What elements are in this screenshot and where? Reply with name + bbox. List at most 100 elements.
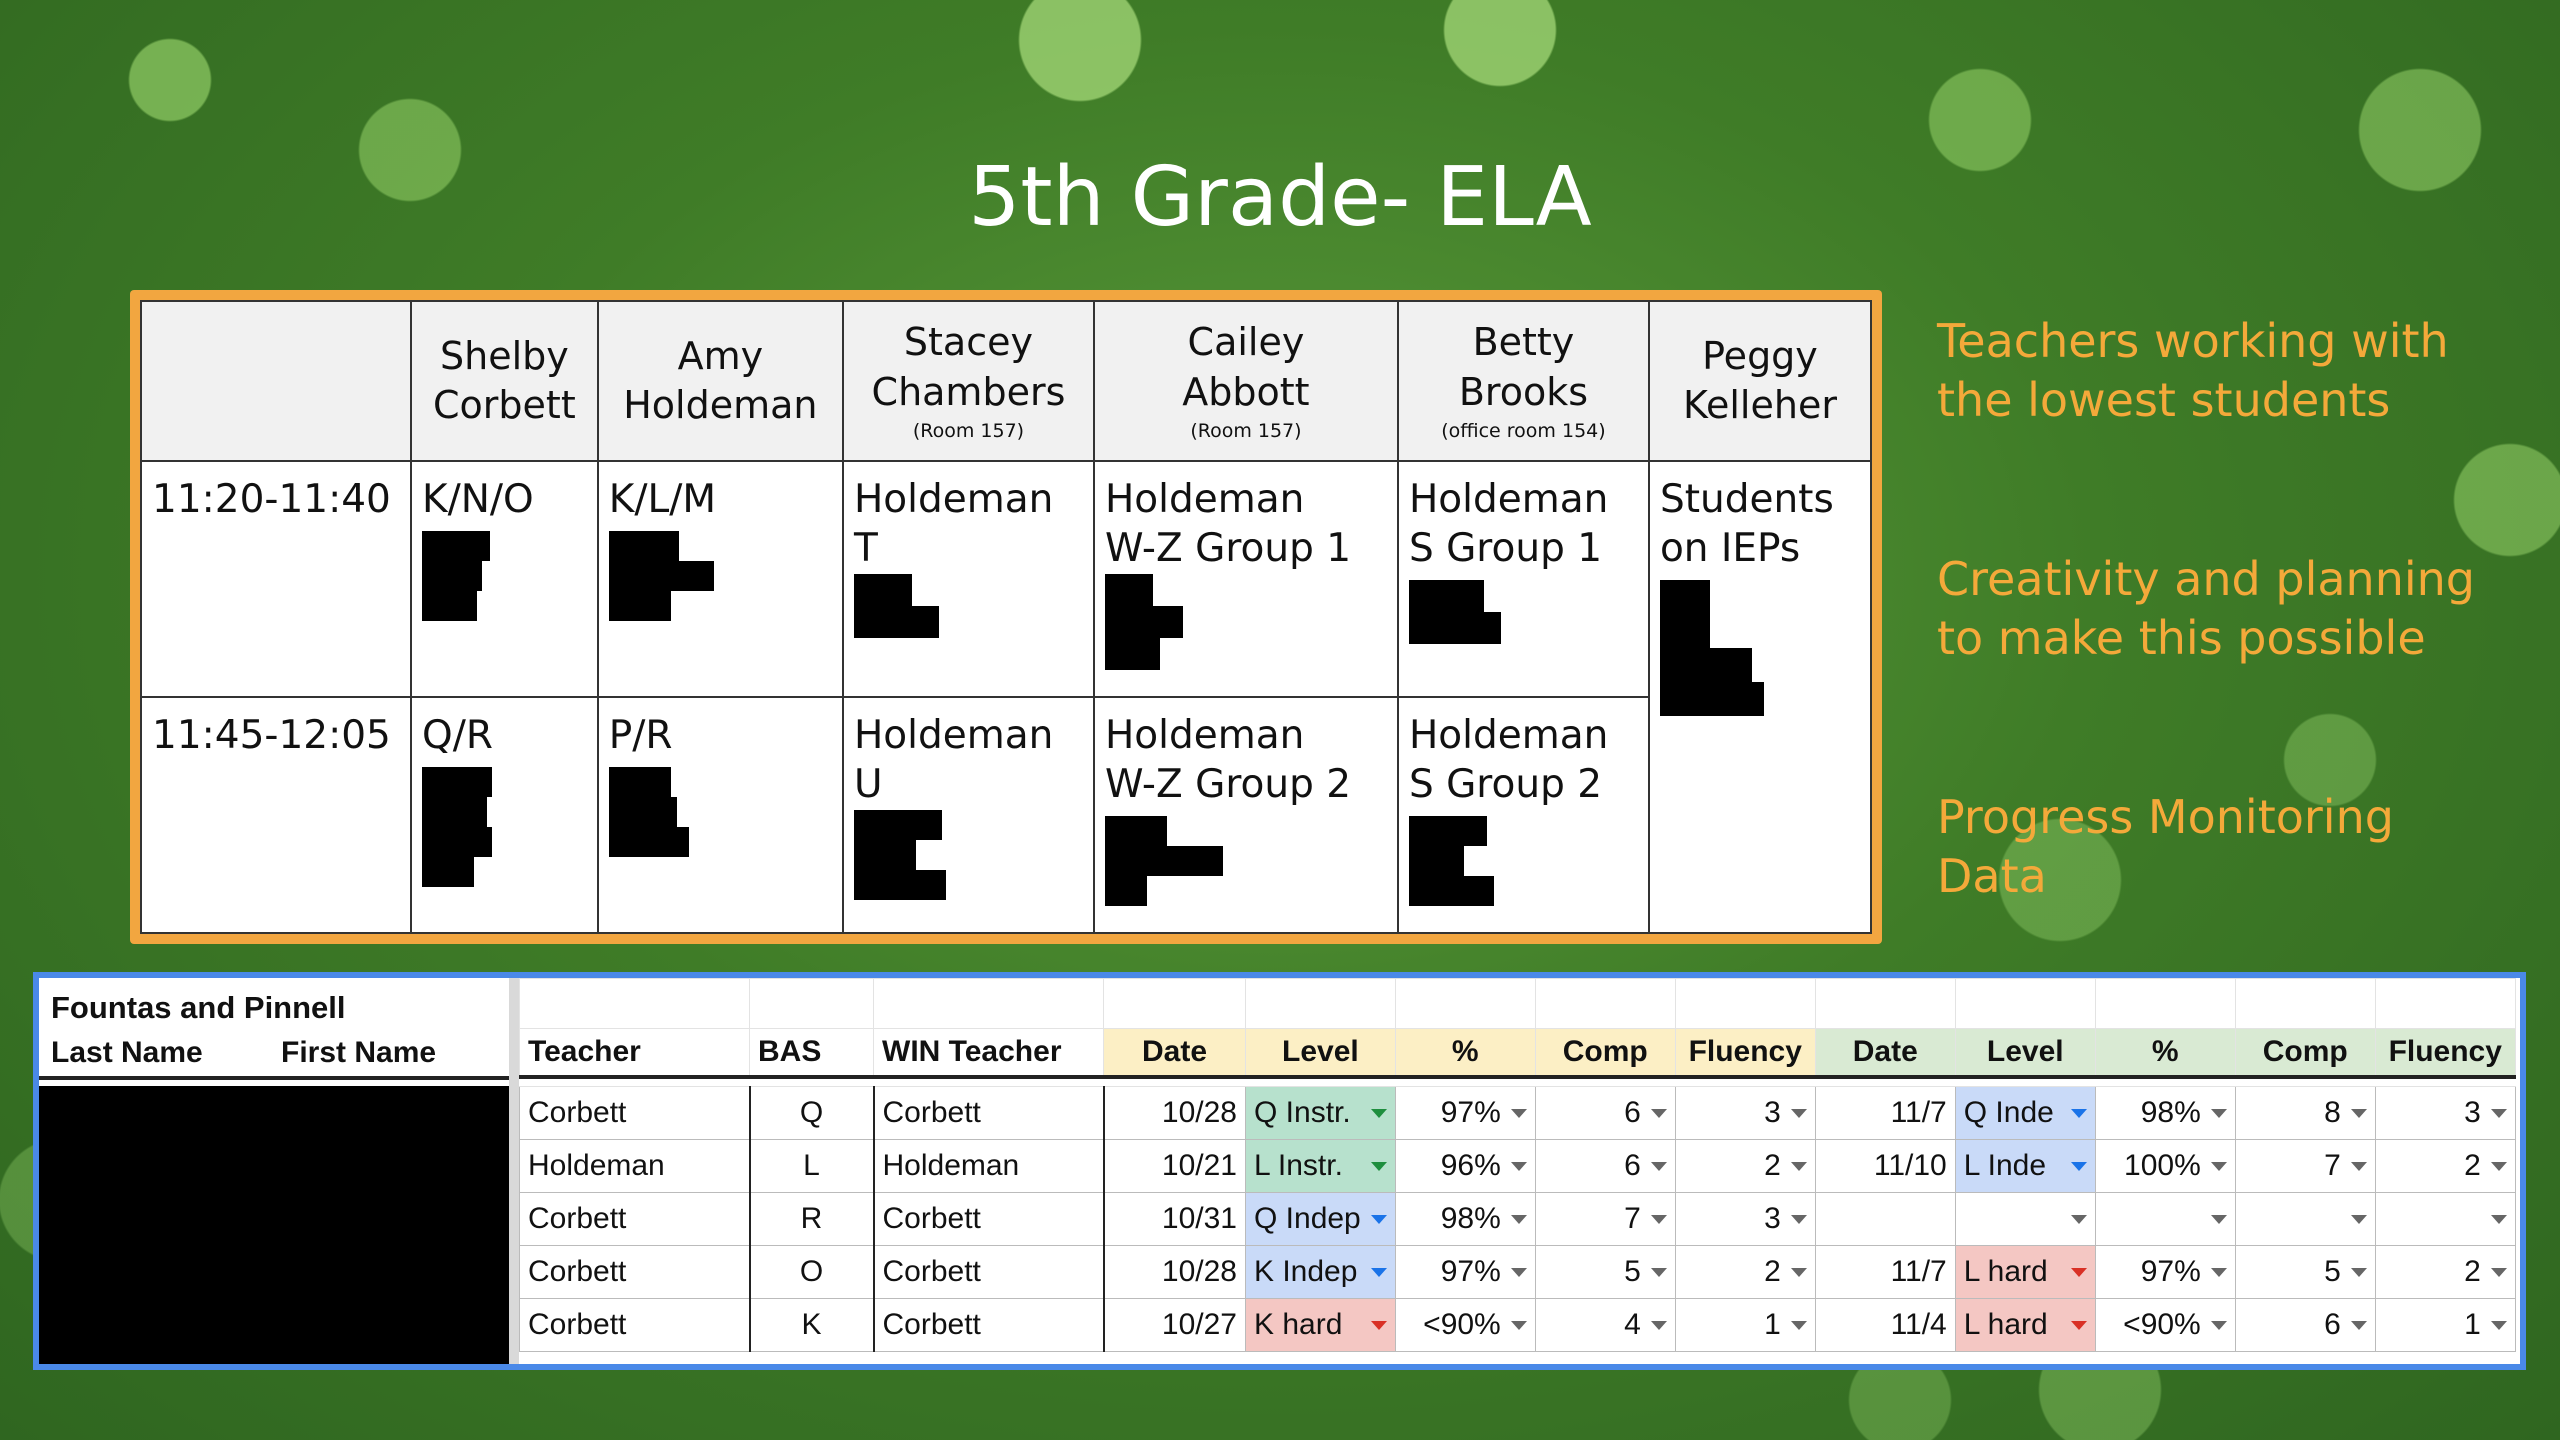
dropdown-arrow-icon[interactable] [2070,1162,2087,1171]
teacher-cell[interactable]: Corbett [519,1245,751,1299]
header-teacher[interactable]: Teacher [519,1028,750,1079]
date-cell[interactable]: 11/7 [1814,1086,1956,1140]
level-cell[interactable]: Q Inde [1954,1086,2096,1140]
teacher-cell[interactable]: Corbett [519,1192,751,1246]
dropdown-arrow-icon[interactable] [2210,1268,2227,1277]
dropdown-arrow-icon[interactable] [1370,1268,1387,1277]
percent-cell[interactable]: 98% [1394,1192,1536,1246]
win-teacher-cell[interactable]: Holdeman [873,1139,1105,1193]
dropdown-arrow-icon[interactable] [1650,1162,1667,1171]
comp-cell[interactable]: 6 [1534,1086,1676,1140]
header-bas[interactable]: BAS [749,1028,874,1079]
dropdown-arrow-icon[interactable] [1370,1109,1387,1118]
win-teacher-cell[interactable]: Corbett [873,1086,1105,1140]
comp-cell[interactable]: 4 [1534,1298,1676,1352]
dropdown-arrow-icon[interactable] [2070,1321,2087,1330]
fluency-cell[interactable]: 3 [2374,1086,2516,1140]
dropdown-arrow-icon[interactable] [1650,1215,1667,1224]
fluency-cell[interactable]: 2 [2374,1245,2516,1299]
header-level-2[interactable]: Level [1954,1028,2096,1079]
fluency-cell[interactable]: 1 [1674,1298,1816,1352]
level-cell[interactable]: L hard [1954,1298,2096,1352]
fluency-cell[interactable]: 2 [1674,1245,1816,1299]
header-percent-1[interactable]: % [1394,1028,1536,1079]
level-cell[interactable]: L hard [1954,1245,2096,1299]
date-cell[interactable]: 11/7 [1814,1245,1956,1299]
header-comp-1[interactable]: Comp [1534,1028,1676,1079]
date-cell[interactable]: 10/28 [1103,1086,1246,1140]
level-cell[interactable]: Q Indep [1245,1192,1396,1246]
header-fluency-2[interactable]: Fluency [2374,1028,2516,1079]
dropdown-arrow-icon[interactable] [2350,1109,2367,1118]
date-cell[interactable]: 11/4 [1814,1298,1956,1352]
dropdown-arrow-icon[interactable] [1510,1321,1527,1330]
comp-cell[interactable]: 7 [2234,1139,2376,1193]
win-teacher-cell[interactable]: Corbett [873,1192,1105,1246]
date-cell[interactable]: 10/21 [1103,1139,1246,1193]
dropdown-arrow-icon[interactable] [1510,1268,1527,1277]
bas-cell[interactable]: Q [749,1086,875,1140]
dropdown-arrow-icon[interactable] [2070,1109,2087,1118]
level-cell[interactable]: K Indep [1245,1245,1396,1299]
teacher-cell[interactable]: Corbett [519,1086,751,1140]
fluency-cell[interactable] [2374,1192,2516,1246]
header-date-2[interactable]: Date [1814,1028,1956,1079]
dropdown-arrow-icon[interactable] [2350,1321,2367,1330]
date-cell[interactable]: 10/27 [1103,1298,1246,1352]
bas-cell[interactable]: L [749,1139,875,1193]
dropdown-arrow-icon[interactable] [1650,1109,1667,1118]
level-cell[interactable] [1954,1192,2096,1246]
percent-cell[interactable]: 100% [2094,1139,2236,1193]
teacher-cell[interactable]: Corbett [519,1298,751,1352]
percent-cell[interactable]: <90% [1394,1298,1536,1352]
fluency-cell[interactable]: 3 [1674,1086,1816,1140]
percent-cell[interactable] [2094,1192,2236,1246]
dropdown-arrow-icon[interactable] [2350,1268,2367,1277]
header-date-1[interactable]: Date [1103,1028,1246,1079]
comp-cell[interactable]: 5 [2234,1245,2376,1299]
dropdown-arrow-icon[interactable] [2070,1215,2087,1224]
percent-cell[interactable]: 96% [1394,1139,1536,1193]
win-teacher-cell[interactable]: Corbett [873,1245,1105,1299]
dropdown-arrow-icon[interactable] [1370,1215,1387,1224]
header-win-teacher[interactable]: WIN Teacher [873,1028,1104,1079]
percent-cell[interactable]: 97% [1394,1245,1536,1299]
comp-cell[interactable] [2234,1192,2376,1246]
date-cell[interactable]: 10/28 [1103,1245,1246,1299]
dropdown-arrow-icon[interactable] [2210,1215,2227,1224]
fluency-cell[interactable]: 2 [2374,1139,2516,1193]
frozen-column-divider[interactable] [509,978,519,1364]
level-cell[interactable]: L Inde [1954,1139,2096,1193]
fluency-cell[interactable]: 3 [1674,1192,1816,1246]
dropdown-arrow-icon[interactable] [2350,1215,2367,1224]
dropdown-arrow-icon[interactable] [1790,1162,1807,1171]
level-cell[interactable]: K hard [1245,1298,1396,1352]
dropdown-arrow-icon[interactable] [2490,1268,2507,1277]
dropdown-arrow-icon[interactable] [1370,1162,1387,1171]
dropdown-arrow-icon[interactable] [2210,1162,2227,1171]
fluency-cell[interactable]: 1 [2374,1298,2516,1352]
dropdown-arrow-icon[interactable] [1650,1268,1667,1277]
dropdown-arrow-icon[interactable] [1510,1109,1527,1118]
dropdown-arrow-icon[interactable] [1790,1215,1807,1224]
dropdown-arrow-icon[interactable] [1650,1321,1667,1330]
percent-cell[interactable]: <90% [2094,1298,2236,1352]
comp-cell[interactable]: 6 [1534,1139,1676,1193]
date-cell[interactable]: 10/31 [1103,1192,1246,1246]
comp-cell[interactable]: 8 [2234,1086,2376,1140]
fluency-cell[interactable]: 2 [1674,1139,1816,1193]
header-percent-2[interactable]: % [2094,1028,2236,1079]
dropdown-arrow-icon[interactable] [2210,1109,2227,1118]
win-teacher-cell[interactable]: Corbett [873,1298,1105,1352]
header-fluency-1[interactable]: Fluency [1674,1028,1816,1079]
percent-cell[interactable]: 98% [2094,1086,2236,1140]
date-cell[interactable]: 11/10 [1814,1139,1956,1193]
bas-cell[interactable]: K [749,1298,875,1352]
bas-cell[interactable]: O [749,1245,875,1299]
dropdown-arrow-icon[interactable] [1790,1268,1807,1277]
comp-cell[interactable]: 5 [1534,1245,1676,1299]
dropdown-arrow-icon[interactable] [2490,1109,2507,1118]
comp-cell[interactable]: 6 [2234,1298,2376,1352]
header-level-1[interactable]: Level [1245,1028,1396,1079]
percent-cell[interactable]: 97% [2094,1245,2236,1299]
